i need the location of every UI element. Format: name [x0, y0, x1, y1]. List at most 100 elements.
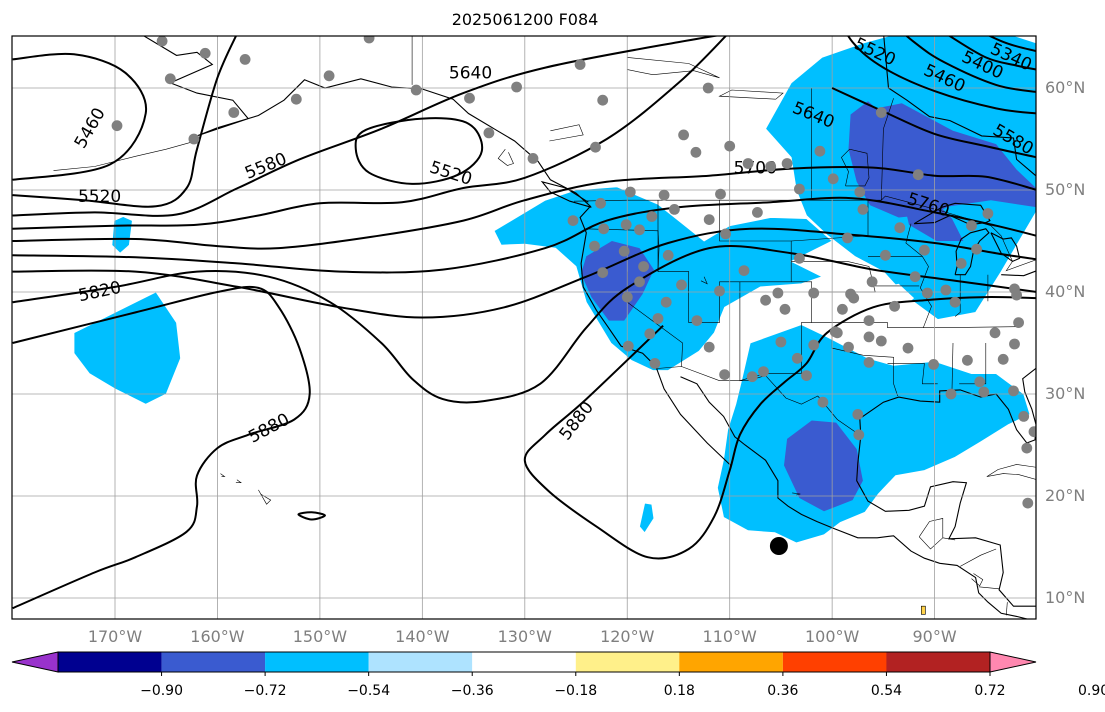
lon-tick-label: 150°W	[292, 627, 348, 646]
lat-tick-label: 30°N	[1045, 384, 1086, 403]
station-dots	[111, 36, 1036, 555]
border	[881, 98, 894, 201]
station-dot	[595, 197, 606, 209]
colorbar-segment	[472, 652, 576, 672]
station-dot	[922, 287, 933, 299]
station-dot	[323, 70, 335, 82]
inland-lake	[549, 124, 584, 142]
station-dot	[949, 296, 961, 308]
salt-lake	[700, 276, 708, 285]
station-dot	[703, 214, 715, 226]
colorbar-tick-label: 0.90	[1077, 683, 1105, 699]
anomaly-shading	[73, 36, 1036, 615]
colorbar-tick-label: 0.54	[870, 683, 903, 699]
colorbar-segment	[782, 652, 887, 672]
lat-tick-label: 50°N	[1045, 180, 1086, 199]
map-title: 2025061200 F084	[451, 10, 599, 29]
state-border	[959, 343, 987, 385]
coastlines	[53, 36, 1036, 619]
station-dot	[363, 36, 375, 44]
border	[656, 366, 861, 437]
coastline	[142, 36, 732, 466]
station-dot	[720, 228, 731, 240]
station-dot	[817, 396, 829, 408]
contour-line	[12, 36, 720, 217]
contour-line	[354, 117, 484, 185]
station-dot	[724, 140, 736, 152]
border	[918, 518, 944, 550]
lat-tick-label: 10°N	[1045, 588, 1086, 607]
contour-line	[12, 36, 238, 208]
station-dot	[829, 326, 841, 338]
station-dot	[758, 366, 769, 377]
contour-line	[831, 87, 1036, 159]
colorbar-segment	[886, 652, 990, 672]
contour-label-group: 5640	[449, 64, 492, 84]
station-dot	[410, 84, 422, 96]
station-dot	[779, 303, 791, 315]
station-dot	[634, 224, 645, 236]
lake-chapala	[792, 492, 801, 496]
station-dot	[772, 287, 784, 299]
station-dot	[621, 291, 633, 303]
colorbar-extend-low	[11, 651, 59, 673]
station-dot	[962, 354, 973, 366]
lake-michigan	[954, 228, 990, 276]
station-dot	[660, 296, 672, 308]
station-dot	[1011, 289, 1022, 301]
station-dot	[228, 107, 240, 118]
border	[573, 195, 1036, 272]
station-dot	[863, 331, 875, 343]
contour-line	[12, 36, 728, 230]
station-dot	[597, 267, 609, 278]
coastline	[258, 489, 272, 505]
colorbar-frame	[57, 651, 991, 673]
lat-tick-label: 20°N	[1045, 486, 1086, 505]
station-dot	[1018, 411, 1030, 422]
station-dot	[715, 188, 726, 200]
station-dot	[290, 93, 302, 105]
contour-line	[12, 166, 1036, 250]
lat-tick-label: 40°N	[1045, 282, 1086, 301]
station-dot	[909, 271, 921, 283]
border	[942, 537, 956, 541]
station-dot	[1028, 426, 1036, 438]
station-dot	[188, 133, 200, 145]
station-dot	[989, 327, 1001, 339]
station-dot	[843, 341, 854, 353]
border	[978, 586, 1000, 590]
contour-line	[12, 285, 311, 610]
station-dot	[164, 73, 176, 85]
station-dot	[863, 357, 875, 368]
station-dot	[676, 279, 687, 291]
station-dot	[111, 120, 123, 132]
station-dot	[1013, 317, 1024, 328]
colorbar-tick-label: −0.18	[554, 683, 598, 699]
station-dot	[801, 370, 812, 381]
map-frame	[11, 35, 1037, 620]
colorbar-segment	[161, 652, 266, 672]
station-dot	[982, 208, 994, 219]
coastline	[235, 479, 242, 484]
colorbar-tick-label: −0.72	[243, 683, 287, 699]
station-dot	[483, 127, 495, 139]
storm-marker	[769, 537, 788, 555]
contour-line	[12, 196, 1036, 274]
station-dot	[691, 315, 703, 326]
shade-area	[848, 101, 1036, 218]
station-dot	[919, 244, 930, 256]
station-dot	[837, 303, 848, 315]
shade-area	[581, 241, 654, 321]
colorbar-tick-label: −0.90	[140, 683, 183, 699]
great-slave-lake	[627, 57, 720, 79]
station-dot	[464, 92, 475, 104]
station-dot	[644, 328, 656, 340]
colorbar	[11, 651, 1037, 676]
contour-line	[947, 36, 1036, 71]
shade-area	[920, 605, 926, 615]
station-dot	[945, 388, 957, 400]
station-dot	[854, 186, 866, 198]
border	[1006, 602, 1008, 616]
coastline	[53, 141, 192, 171]
shade-area	[784, 420, 863, 512]
